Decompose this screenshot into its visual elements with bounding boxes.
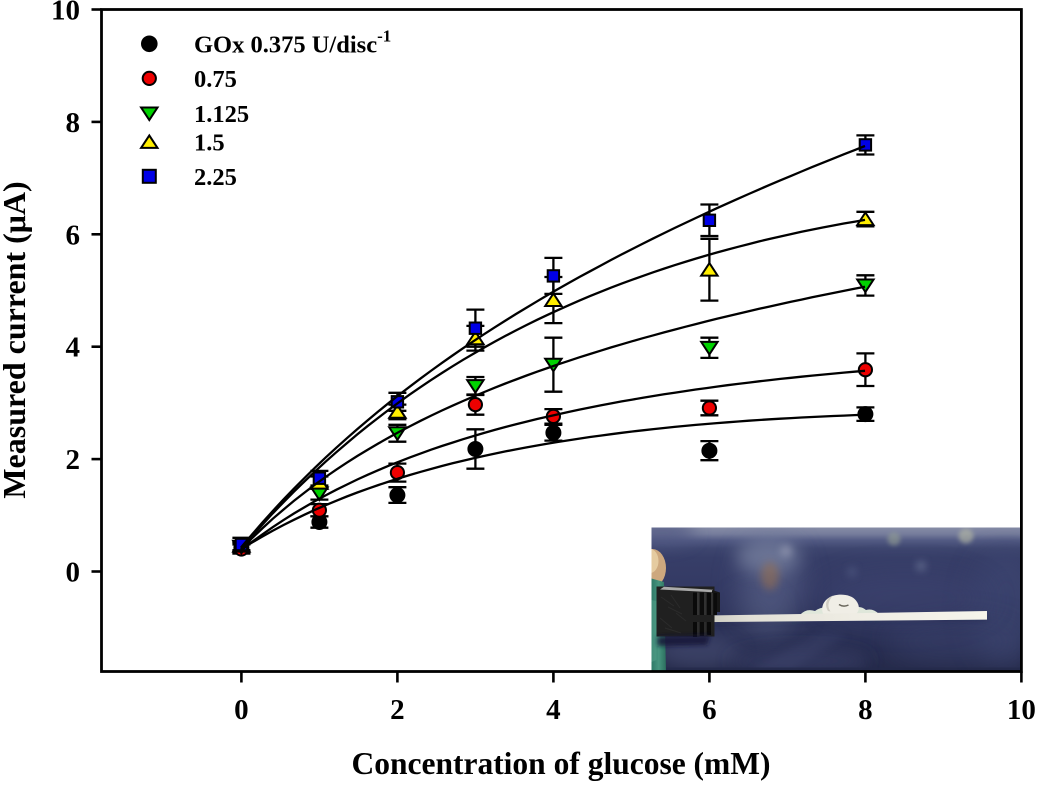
svg-text:0: 0 — [234, 694, 249, 726]
svg-text:8: 8 — [66, 107, 81, 139]
svg-text:Concentration of glucose (mM): Concentration of glucose (mM) — [351, 746, 770, 781]
svg-text:0: 0 — [66, 557, 81, 589]
svg-text:0.75: 0.75 — [194, 66, 237, 93]
svg-text:8: 8 — [858, 694, 873, 726]
svg-text:10: 10 — [51, 0, 80, 27]
svg-text:GOx 0.375 U/disc-1: GOx 0.375 U/disc-1 — [194, 26, 391, 58]
svg-text:2: 2 — [66, 444, 81, 476]
svg-text:1.5: 1.5 — [194, 130, 225, 157]
svg-text:Measured current (μA): Measured current (μA) — [0, 181, 32, 498]
svg-text:6: 6 — [66, 219, 81, 251]
svg-text:10: 10 — [1007, 694, 1036, 726]
svg-text:6: 6 — [702, 694, 717, 726]
svg-text:4: 4 — [66, 332, 81, 364]
svg-text:2.25: 2.25 — [194, 164, 237, 191]
svg-text:1.125: 1.125 — [194, 101, 249, 128]
svg-text:2: 2 — [390, 694, 405, 726]
svg-text:4: 4 — [546, 694, 561, 726]
